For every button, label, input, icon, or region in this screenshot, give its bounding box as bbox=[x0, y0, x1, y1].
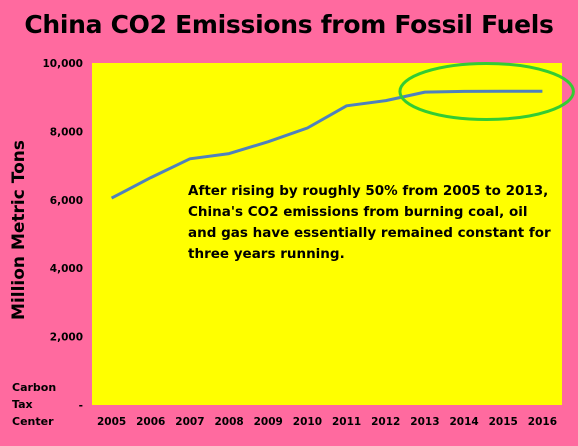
x-tick-label: 2007 bbox=[175, 416, 204, 428]
y-axis-label: Million Metric Tons bbox=[9, 140, 29, 320]
y-axis-label-wrap: Million Metric Tons bbox=[4, 120, 34, 340]
x-tick-label: 2006 bbox=[136, 416, 165, 428]
x-axis: 2005 2006 2007 2008 2009 2010 2011 2012 2013 2014… bbox=[97, 416, 557, 428]
y-tick-label: 2,000 bbox=[50, 332, 83, 344]
y-tick-label: 6,000 bbox=[50, 195, 83, 207]
x-tick-label: 2005 bbox=[97, 416, 126, 428]
x-tick-label: 2010 bbox=[293, 416, 322, 428]
x-tick-label: 2013 bbox=[410, 416, 439, 428]
x-tick-label: 2016 bbox=[528, 416, 557, 428]
x-tick-label: 2012 bbox=[371, 416, 400, 428]
chart-title: China CO2 Emissions from Fossil Fuels bbox=[24, 10, 554, 39]
x-tick-label: 2011 bbox=[332, 416, 361, 428]
chart-annotation: After rising by roughly 50% from 2005 to… bbox=[188, 183, 551, 262]
series-line-co2-emissions bbox=[110, 89, 543, 200]
y-axis: - 2,000 4,000 6,000 8,000 10,000 bbox=[42, 58, 83, 412]
source-credit: Carbon Tax Center bbox=[12, 381, 57, 428]
x-tick-label: 2015 bbox=[489, 416, 518, 428]
y-tick-label: 10,000 bbox=[42, 58, 83, 70]
x-tick-label: 2009 bbox=[254, 416, 283, 428]
x-tick-label: 2014 bbox=[449, 416, 478, 428]
y-tick-label: 4,000 bbox=[50, 263, 83, 275]
y-tick-label: 8,000 bbox=[50, 126, 83, 138]
y-tick-label: - bbox=[79, 400, 83, 412]
highlight-ellipse bbox=[398, 61, 575, 121]
x-tick-label: 2008 bbox=[214, 416, 243, 428]
